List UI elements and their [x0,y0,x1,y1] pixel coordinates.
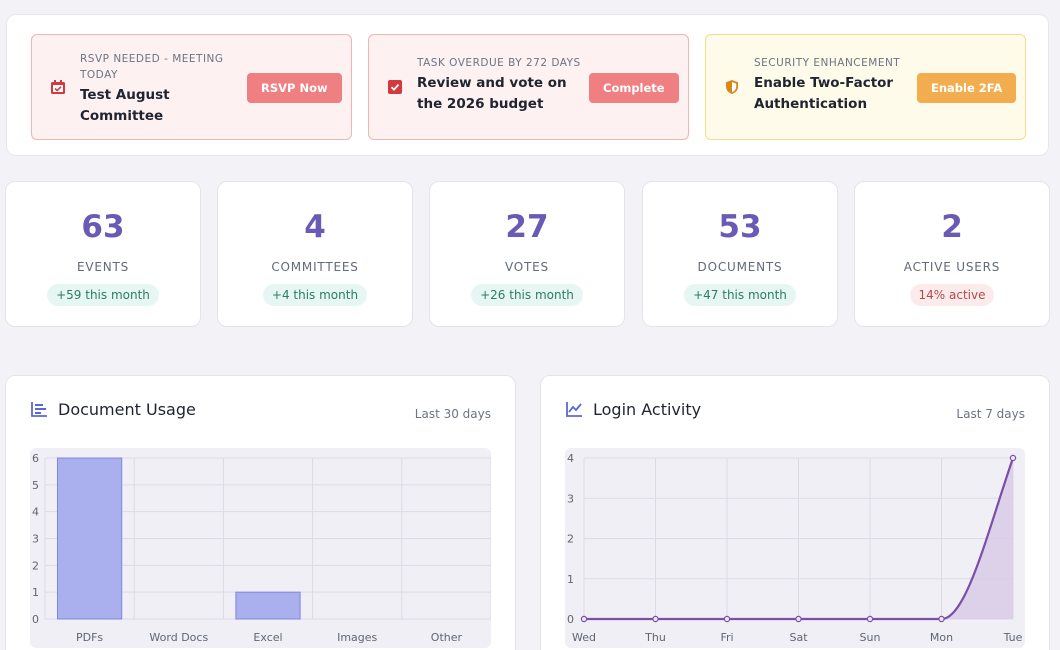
x-tick-label: Excel [253,631,282,644]
alert-kicker: RSVP NEEDED - MEETING TODAY [80,53,224,81]
data-point [1009,454,1017,462]
y-tick-label: 0 [32,613,39,626]
stat-card-events: 63 EVENTS +59 this month [5,181,201,327]
x-tick-label: Sat [789,631,808,644]
line-chart-icon [566,402,582,417]
y-tick-label: 4 [32,506,39,519]
stat-value: 53 [718,209,762,245]
y-tick-label: 2 [567,533,574,546]
data-point [652,615,659,623]
document-usage-chart: 0 1 2 3 4 5 6 PDFs Word Docs Excel Images Other [30,448,491,648]
stat-badge: 14% active [909,284,995,306]
shield-icon [726,80,738,94]
bar-chart-icon [31,402,47,417]
checkbox-icon [388,80,402,94]
rsvp-now-button[interactable]: RSVP Now [247,73,342,103]
alert-rsvp: RSVP NEEDED - MEETING TODAY Test August … [31,34,352,140]
y-tick-label: 5 [32,479,39,492]
bar [235,591,301,620]
y-tick-label: 1 [567,573,574,586]
login-activity-card: Login Activity Last 7 days 0 1 2 3 4 Wed Thu Fr… [540,375,1050,650]
stat-label: DOCUMENTS [697,260,783,274]
alert-kicker: TASK OVERDUE BY 272 DAYS [417,57,581,69]
x-tick-label: Other [431,631,463,644]
stat-label: EVENTS [76,260,130,274]
y-tick-label: 1 [32,586,39,599]
data-point [866,615,874,623]
x-tick-label: Mon [930,631,953,644]
stat-card-active-users: 2 ACTIVE USERS 14% active [854,181,1050,327]
stat-value: 2 [941,209,963,245]
y-tick-label: 0 [567,613,574,626]
chart-range: Last 7 days [956,407,1025,421]
y-tick-label: 3 [32,533,39,546]
series-area [584,458,1013,619]
login-activity-chart: 0 1 2 3 4 Wed Thu Fri Sat Sun Mon Tue [565,448,1025,648]
alert-overdue-task: TASK OVERDUE BY 272 DAYS Review and vote… [368,34,689,140]
data-point [580,615,588,623]
y-tick-label: 2 [32,559,39,572]
document-usage-card: Document Usage Last 30 days 0 1 2 3 4 5 6 PDFs W… [5,375,516,650]
stat-label: ACTIVE USERS [903,260,1001,274]
x-tick-label: PDFs [76,631,103,644]
stat-card-documents: 53 DOCUMENTS +47 this month [642,181,838,327]
stat-card-committees: 4 COMMITTEES +4 this month [217,181,413,327]
x-tick-label: Images [337,631,377,644]
y-tick-label: 4 [567,452,574,465]
stat-card-votes: 27 VOTES +26 this month [429,181,625,327]
enable-2fa-button[interactable]: Enable 2FA [917,73,1017,103]
alert-title: Enable Two-Factor Authentication [754,75,894,112]
complete-task-button[interactable]: Complete [589,73,679,103]
stat-label: VOTES [505,260,549,274]
stat-badge: +4 this month [262,284,368,306]
alert-kicker: SECURITY ENHANCEMENT [754,57,901,69]
chart-title: Document Usage [58,400,196,419]
alerts-panel: RSVP NEEDED - MEETING TODAY Test August … [6,14,1049,156]
alert-security: SECURITY ENHANCEMENT Enable Two-Factor A… [705,34,1026,140]
calendar-icon [51,80,65,94]
stat-badge: +26 this month [471,284,583,306]
bar [56,457,123,620]
alert-title: Test August Committee [80,87,170,124]
document-usage-plot: 0 1 2 3 4 5 6 PDFs Word Docs Excel Images Other [32,452,491,644]
x-tick-label: Word Docs [149,631,208,644]
login-activity-plot: 0 1 2 3 4 Wed Thu Fri Sat Sun Mon Tue [567,452,1023,644]
x-tick-label: Tue [1003,631,1023,644]
stat-badge: +47 this month [684,284,796,306]
stat-value: 27 [505,209,549,245]
x-tick-label: Fri [720,631,733,644]
stat-value: 63 [81,209,125,245]
data-point [723,615,731,623]
stat-label: COMMITTEES [271,260,359,274]
stat-badge: +59 this month [47,284,159,306]
stat-value: 4 [304,209,326,245]
chart-range: Last 30 days [414,407,491,421]
x-tick-label: Sun [860,631,881,644]
data-point [795,615,802,623]
x-tick-label: Thu [644,631,666,644]
x-tick-label: Wed [572,631,596,644]
alert-title: Review and vote on the 2026 budget [417,75,567,112]
y-tick-label: 6 [32,452,39,465]
chart-title: Login Activity [593,400,702,419]
y-tick-label: 3 [567,492,574,505]
data-point [938,615,945,623]
